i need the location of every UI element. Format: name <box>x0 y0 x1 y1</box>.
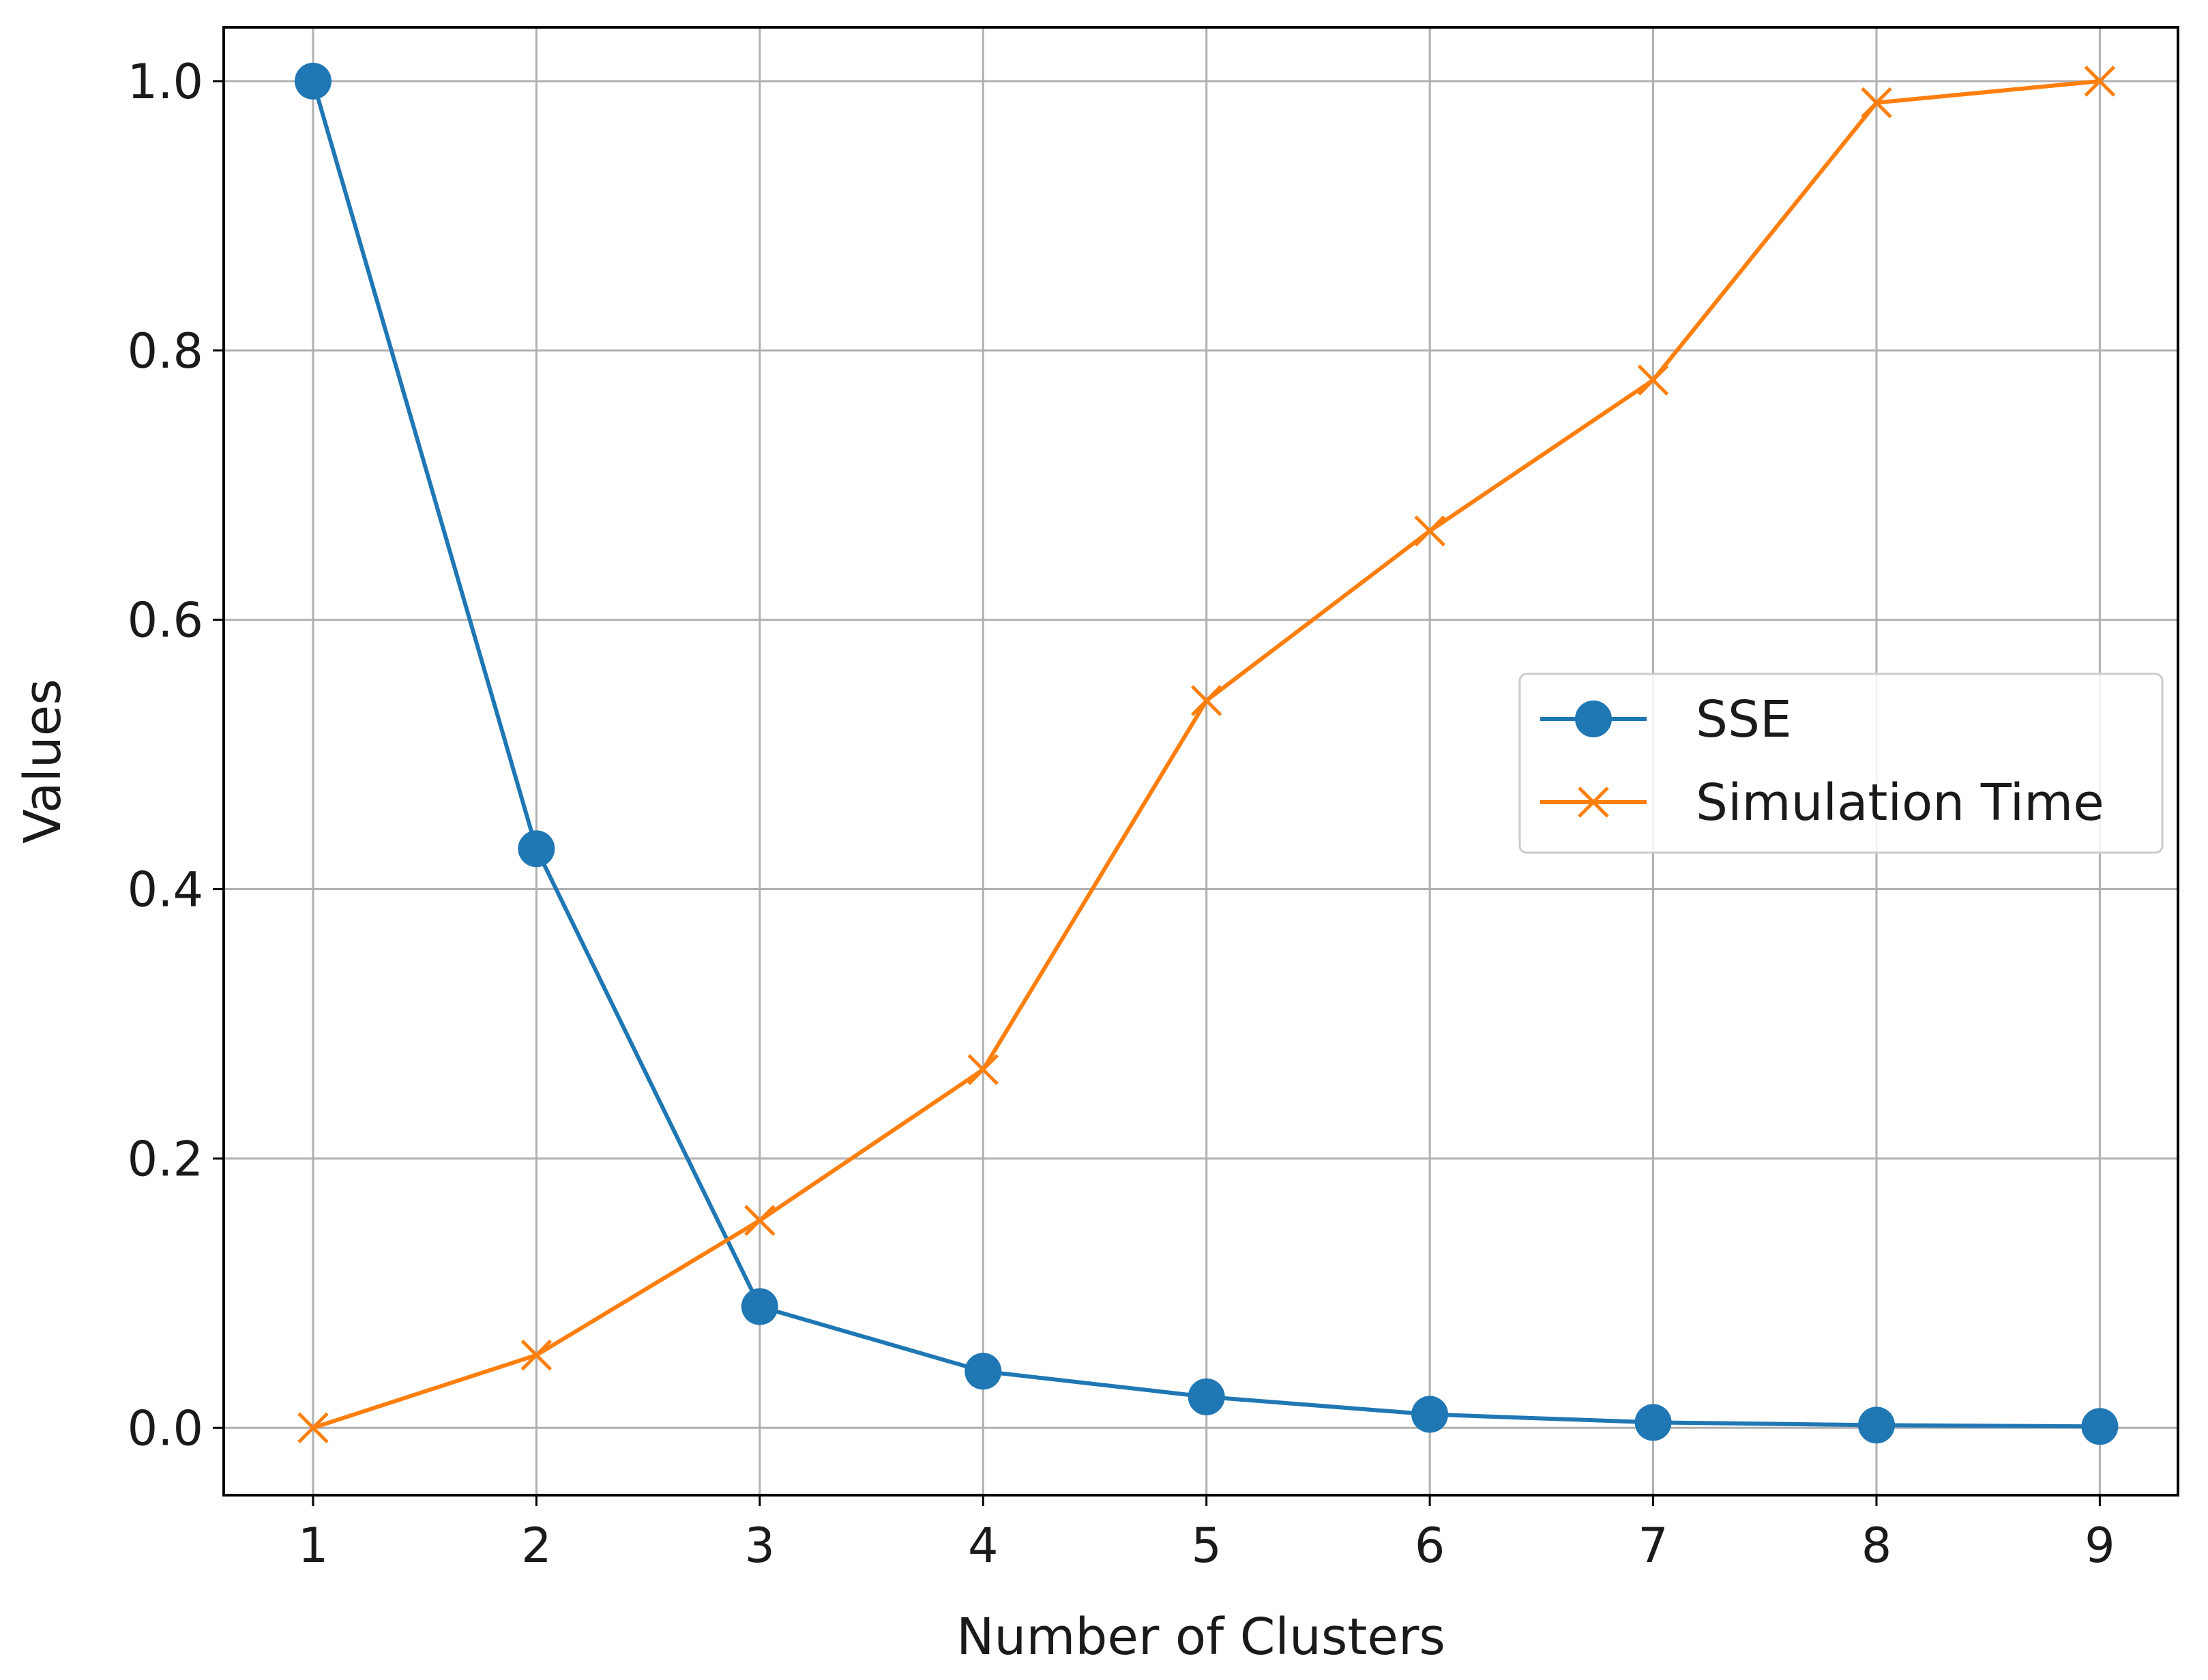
point-marker <box>294 62 332 100</box>
x-marker <box>1637 364 1669 396</box>
x-marker <box>967 1054 999 1085</box>
x-tick-label: 6 <box>1415 1518 1445 1574</box>
x-axis-title: Number of Clusters <box>956 1608 1445 1666</box>
point-marker <box>741 1288 778 1325</box>
y-tick-label: 1.0 <box>128 54 203 110</box>
plot-frame <box>222 26 2179 1497</box>
point-marker <box>965 1353 1002 1390</box>
legend-label: Simulation Time <box>1696 773 2104 832</box>
x-tick-label: 2 <box>521 1518 552 1574</box>
x-marker <box>297 1412 329 1444</box>
y-tick-label: 0.6 <box>128 593 203 649</box>
y-tick-label: 0.2 <box>128 1131 203 1187</box>
legend-marker <box>1578 786 1609 818</box>
x-tick-label: 5 <box>1191 1518 1222 1574</box>
x-tick-label: 4 <box>968 1518 999 1574</box>
legend-label: SSE <box>1696 690 1792 749</box>
x-tick-label: 9 <box>2085 1518 2115 1574</box>
point-marker <box>2081 1408 2119 1445</box>
x-marker <box>1414 515 1445 547</box>
y-tick-label: 0.0 <box>128 1400 203 1456</box>
y-axis-title: Values <box>14 679 72 844</box>
x-marker <box>744 1205 776 1237</box>
x-tick-label: 7 <box>1638 1518 1668 1574</box>
axis-ticks: 1 2 3 4 5 6 7 8 9 0.0 0.2 0.4 0.6 0.8 1.0 <box>128 54 2115 1574</box>
series-layer <box>294 62 2119 1445</box>
x-tick-label: 1 <box>298 1518 329 1574</box>
x-marker <box>1190 685 1222 716</box>
point-marker <box>1857 1406 1895 1444</box>
legend-marker <box>1575 701 1612 737</box>
x-marker <box>2084 65 2116 97</box>
x-marker <box>520 1339 553 1371</box>
legend-box <box>1518 673 2164 854</box>
y-tick-label: 0.4 <box>128 862 203 918</box>
x-tick-label: 3 <box>745 1518 776 1574</box>
point-marker <box>1188 1378 1225 1415</box>
point-marker <box>1411 1396 1449 1433</box>
x-tick-label: 8 <box>1861 1518 1892 1574</box>
point-marker <box>1634 1404 1672 1441</box>
grid-lines <box>224 27 2178 1495</box>
point-marker <box>518 830 555 868</box>
legend: SSE Simulation Time <box>1518 673 2164 854</box>
y-tick-label: 0.8 <box>128 323 203 379</box>
x-marker <box>1861 87 1892 119</box>
